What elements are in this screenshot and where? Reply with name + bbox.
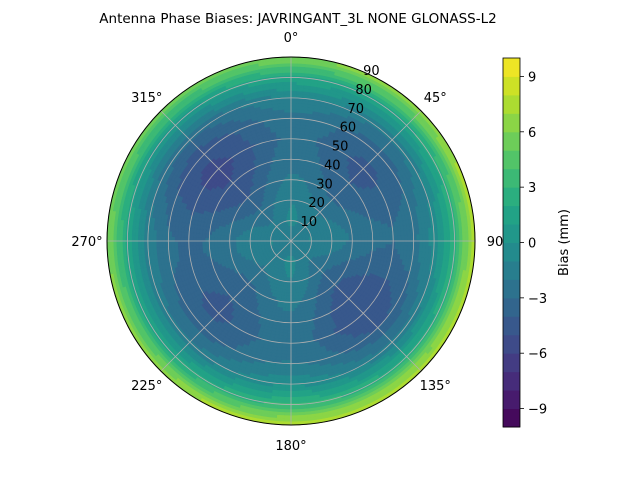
chart-title: Antenna Phase Biases: JAVRINGANT_3L NONE… [99, 11, 496, 27]
polar-plot-area: 1020304050607080900°45°90135°180°225°270… [71, 31, 503, 454]
